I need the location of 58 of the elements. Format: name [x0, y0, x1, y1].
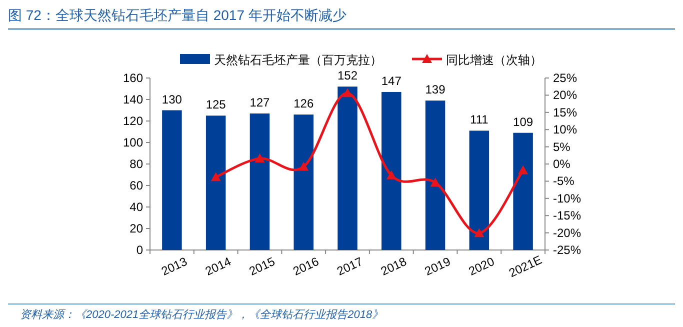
bar [513, 132, 533, 250]
point [430, 178, 440, 187]
y2-tick-label: -25% [553, 243, 582, 257]
y2-tick-label: 15% [553, 105, 578, 120]
y-tick-label: 120 [122, 114, 144, 128]
chart-title: 图 72：全球天然钻石毛坯产量自 2017 年开始不断减少 [8, 7, 346, 23]
legend-label: 天然钻石毛坯产量（百万克拉） [214, 53, 382, 67]
bar [382, 92, 402, 250]
x-tick-label: 2020 [466, 254, 497, 278]
y2-tick-label: -15% [553, 208, 582, 223]
point [298, 162, 309, 171]
legend-label: 同比增速（次轴） [446, 53, 542, 67]
data-label: 109 [513, 114, 534, 129]
y-tick-label: 140 [122, 92, 144, 106]
y2-tick-label: -10% [553, 191, 582, 206]
data-label: 152 [337, 68, 358, 83]
y-tick-label: 160 [122, 71, 144, 85]
bar [250, 113, 270, 250]
y2-tick-label: -20% [553, 226, 582, 240]
point [210, 172, 221, 182]
point [474, 228, 484, 238]
text: 资料来源：《2020-2021全球钻石行业报告》，《全球钻石行业报告2018》 [20, 308, 384, 321]
bar [425, 100, 446, 250]
bar [206, 116, 226, 250]
data-label: 111 [470, 112, 489, 127]
x-tick-label: 2017 [334, 254, 366, 278]
y-tick-label: 60 [130, 178, 144, 192]
data-label: 126 [294, 96, 314, 111]
bar [469, 130, 490, 250]
data-label: 130 [162, 92, 182, 106]
point [386, 170, 396, 180]
data-label: 139 [425, 82, 446, 97]
y2-tick-label: 10% [553, 122, 578, 137]
y2-tick-label: 0% [553, 157, 571, 171]
point [342, 88, 352, 98]
y-tick-label: 100 [122, 136, 144, 150]
y-tick-label: 40 [130, 200, 144, 214]
point [518, 165, 528, 174]
data-label: 127 [250, 95, 270, 110]
bar [162, 110, 182, 250]
y2-tick-label: 25% [553, 71, 578, 85]
y2-tick-label: -5% [553, 174, 575, 188]
y2-tick-label: 5% [553, 140, 571, 154]
y-tick-label: 80 [130, 157, 144, 171]
y-tick-label: 20 [130, 222, 144, 236]
x-tick-label: 2013 [159, 254, 190, 278]
data-label: 147 [381, 74, 402, 88]
y-tick-label: 0 [136, 243, 144, 257]
point [254, 153, 265, 162]
x-tick-label: 2019 [422, 254, 453, 278]
data-label: 125 [206, 98, 226, 112]
x-tick-label: 2016 [290, 254, 322, 278]
bar [294, 114, 314, 250]
y2-tick-label: 20% [553, 88, 578, 102]
x-tick-label: 2018 [378, 254, 410, 278]
bar [338, 86, 358, 250]
x-tick-label: 2014 [203, 254, 234, 278]
x-tick-label: 2015 [246, 254, 278, 278]
